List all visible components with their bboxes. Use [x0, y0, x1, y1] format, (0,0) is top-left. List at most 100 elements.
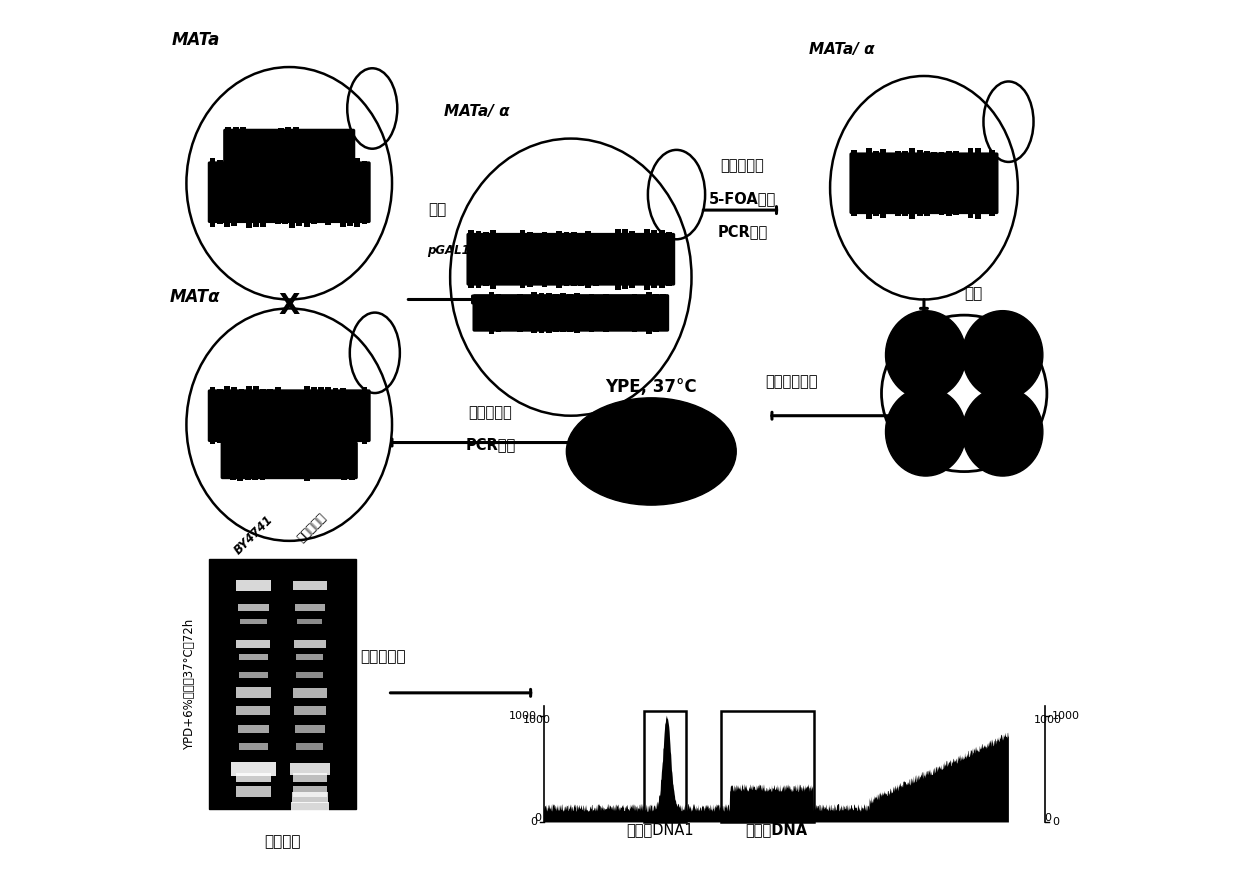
Bar [270, 164, 277, 165]
Bar [557, 278, 562, 288]
Bar [666, 232, 672, 239]
Bar [238, 724, 269, 733]
Bar [289, 439, 295, 442]
Bar [909, 148, 915, 164]
Text: PCR验证: PCR验证 [718, 224, 768, 239]
Bar [281, 217, 288, 224]
Text: 融合: 融合 [429, 203, 446, 217]
Bar [252, 474, 258, 480]
Bar [534, 233, 541, 236]
Bar [232, 434, 237, 444]
Bar [639, 295, 645, 297]
Bar [217, 436, 223, 443]
Bar [362, 434, 367, 444]
Bar [259, 474, 265, 480]
Bar [275, 160, 280, 168]
Bar [348, 474, 355, 480]
Bar [355, 391, 360, 392]
Bar [355, 214, 360, 226]
Text: 单倍体菌株: 单倍体菌株 [295, 510, 329, 544]
Bar [603, 327, 609, 332]
Bar [563, 280, 569, 286]
Text: YPE, 37°C: YPE, 37°C [605, 378, 697, 396]
Bar [527, 280, 533, 287]
Bar [319, 387, 324, 397]
Bar [355, 439, 360, 441]
Bar [474, 328, 480, 331]
Bar [224, 158, 231, 168]
Bar [653, 293, 658, 299]
Bar [481, 296, 487, 297]
Bar [658, 231, 665, 241]
Bar [236, 687, 272, 698]
Bar [622, 276, 627, 289]
Bar [290, 763, 330, 774]
Bar [982, 211, 988, 214]
Bar [332, 436, 339, 443]
Text: 0: 0 [534, 813, 541, 823]
FancyBboxPatch shape [472, 294, 670, 332]
Bar [300, 130, 306, 132]
Bar [325, 159, 331, 169]
Bar [275, 387, 280, 397]
Bar [217, 389, 223, 395]
Text: 1000: 1000 [1033, 714, 1061, 725]
Bar [291, 792, 327, 803]
Bar [538, 293, 544, 300]
Bar [658, 277, 665, 288]
Bar [975, 203, 981, 218]
Bar [289, 477, 295, 478]
Text: 1000: 1000 [1052, 711, 1080, 721]
Bar [325, 386, 331, 398]
Bar [560, 293, 565, 299]
Bar [238, 163, 244, 164]
Bar [311, 216, 316, 224]
Bar [246, 386, 252, 399]
Bar [293, 773, 327, 782]
Bar [341, 441, 347, 448]
Bar [593, 281, 599, 286]
Bar [644, 711, 686, 822]
Bar [346, 163, 352, 165]
Bar [285, 160, 291, 167]
Bar [236, 786, 272, 797]
Bar [630, 231, 635, 240]
Bar [296, 215, 303, 226]
Bar [653, 326, 658, 333]
Bar [574, 293, 580, 299]
Bar [567, 326, 573, 333]
Bar [237, 473, 243, 480]
Bar [311, 476, 317, 478]
Text: MATa/ α: MATa/ α [444, 105, 510, 119]
Bar [236, 580, 272, 591]
Bar [340, 435, 346, 443]
Bar [585, 278, 591, 288]
Bar [237, 706, 270, 715]
Bar [990, 207, 996, 216]
Bar [293, 688, 327, 697]
Bar [924, 207, 930, 215]
Bar [639, 329, 645, 331]
FancyBboxPatch shape [208, 161, 371, 224]
Bar [362, 161, 367, 167]
Bar [340, 157, 346, 172]
Bar [520, 231, 526, 241]
Bar [615, 275, 621, 290]
Bar [622, 230, 627, 242]
Bar [625, 329, 630, 330]
Text: MATα: MATα [170, 288, 221, 306]
Bar [293, 127, 299, 137]
Bar [304, 434, 310, 445]
Bar [895, 207, 900, 215]
Bar [319, 434, 324, 444]
Bar [570, 232, 577, 238]
Bar [281, 439, 288, 441]
Bar [489, 325, 495, 333]
Bar [208, 559, 356, 809]
Text: 1000: 1000 [523, 714, 551, 725]
Bar [296, 442, 303, 446]
Text: pGAL1-CEN5::URA3: pGAL1-CEN5::URA3 [427, 244, 554, 257]
Bar [916, 207, 923, 216]
Bar [289, 156, 295, 173]
Bar [311, 387, 316, 397]
